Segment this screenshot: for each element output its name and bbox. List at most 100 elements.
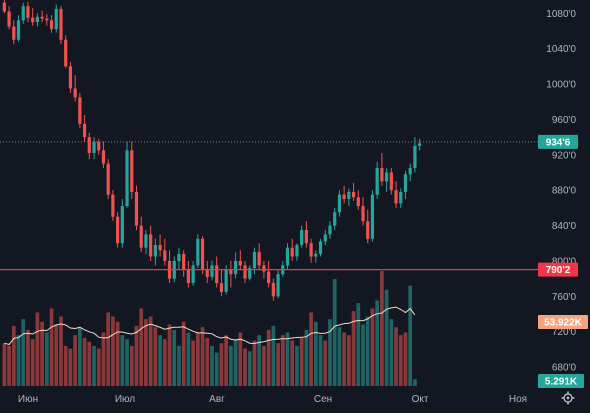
candle-body <box>210 265 214 277</box>
volume-bar <box>21 319 26 386</box>
candle-body <box>219 283 224 292</box>
volume-last-label: 5.291K <box>545 377 578 388</box>
price-tick-label: 720'0 <box>552 327 577 338</box>
candle-body <box>290 247 294 257</box>
volume-bar <box>78 327 82 386</box>
candle-body <box>21 6 25 21</box>
volume-bar <box>205 337 210 386</box>
candle-body <box>125 150 129 207</box>
volume-bar <box>68 348 73 386</box>
candle-body <box>134 191 139 226</box>
volume-bar <box>323 340 328 386</box>
candle-body <box>54 8 58 30</box>
volume-bar <box>262 345 266 386</box>
candle-body <box>215 265 219 284</box>
candle-body <box>418 143 422 146</box>
volume-bar <box>276 343 280 386</box>
candle-body <box>153 245 157 257</box>
price-tick-label: 680'0 <box>552 363 577 374</box>
candle-body <box>262 265 266 272</box>
candle-body <box>375 168 379 195</box>
candle-body <box>318 241 323 254</box>
candle-body <box>257 252 261 266</box>
candle-body <box>97 141 101 151</box>
volume-bar <box>214 352 219 386</box>
volume-bar <box>356 303 361 386</box>
volume-bar <box>229 345 233 386</box>
price-tick-label: 800'0 <box>552 256 577 267</box>
volume-bar <box>59 316 63 386</box>
volume-bar <box>299 337 304 386</box>
price-tick-label: 1040'0 <box>546 44 576 55</box>
volume-bar <box>49 308 54 386</box>
volume-bar <box>398 335 403 386</box>
candle-body <box>40 16 44 19</box>
time-axis[interactable]: Июн Июл Авг Сен Окт Ноя <box>18 394 527 405</box>
volume-bar <box>82 337 87 386</box>
time-tick-label: Ноя <box>509 394 527 405</box>
candle-body <box>92 141 96 154</box>
time-tick-label: Авг <box>209 394 225 405</box>
candle-body <box>252 252 257 269</box>
volume-bar <box>54 324 59 386</box>
volume-bar <box>318 335 323 386</box>
volume-bar <box>35 312 40 386</box>
time-tick-label: Июн <box>18 394 38 405</box>
candle-body <box>200 238 205 270</box>
volume-bar <box>295 345 299 386</box>
price-tick-label: 760'0 <box>552 292 577 303</box>
candle-body <box>328 225 332 235</box>
volume-bar <box>252 340 257 386</box>
price-tick-label: 880'0 <box>552 186 577 197</box>
volume-bar <box>115 321 120 386</box>
volume-bar <box>332 279 337 386</box>
volume-bar <box>365 316 370 386</box>
candle-body <box>248 268 252 279</box>
volume-bar <box>172 329 177 386</box>
price-tick-label: 840'0 <box>552 221 577 232</box>
candle-body <box>31 17 35 23</box>
candle-body <box>238 260 242 266</box>
volume-bar <box>11 325 16 386</box>
volume-bar <box>195 332 200 386</box>
candle-body <box>384 172 389 182</box>
volume-bar <box>125 339 129 386</box>
candle-body <box>111 194 115 217</box>
candle-body <box>271 283 275 297</box>
volume-bar <box>200 327 205 386</box>
volume-bar <box>158 335 162 386</box>
volume-bar <box>96 348 101 386</box>
candle-body <box>182 253 186 270</box>
candle-body <box>233 260 238 275</box>
volume-bar <box>285 332 290 386</box>
volume-bar <box>40 321 44 386</box>
candle-body <box>229 269 233 275</box>
volume-bar <box>44 332 49 386</box>
volume-bar <box>389 319 394 386</box>
candle-body <box>361 206 365 222</box>
volume-bar <box>30 339 35 386</box>
candle-body <box>276 274 280 297</box>
candle-body <box>347 191 351 200</box>
candle-body <box>16 20 21 40</box>
candle-body <box>68 66 73 89</box>
volume-bar <box>394 327 398 386</box>
volume-bar <box>403 332 408 386</box>
volume-bar <box>210 345 214 386</box>
volume-bar <box>233 339 238 386</box>
volume-bar <box>346 335 351 386</box>
gear-icon[interactable] <box>561 391 575 405</box>
volume-bars <box>2 271 417 386</box>
price-axis[interactable]: 1080'0 1040'0 1000'0 960'0 920'0 880'0 840'0 80… <box>546 9 576 374</box>
candle-body <box>177 253 181 261</box>
volume-bar <box>101 332 106 386</box>
candle-body <box>144 234 148 248</box>
level-price-label: 790'2 <box>546 265 571 276</box>
candle-body <box>205 269 209 277</box>
price-tick-label: 1080'0 <box>546 9 576 20</box>
candle-body <box>49 20 54 30</box>
volume-bar <box>304 329 309 386</box>
volume-bar <box>408 285 413 386</box>
